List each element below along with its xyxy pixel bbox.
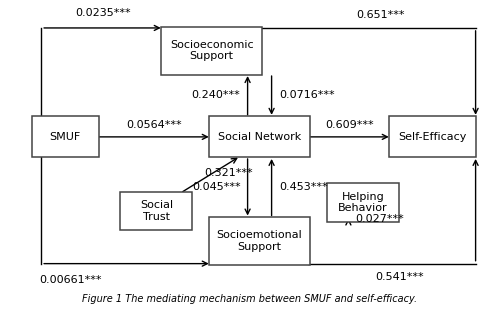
FancyBboxPatch shape — [32, 116, 99, 158]
FancyBboxPatch shape — [209, 116, 310, 158]
Text: 0.00661***: 0.00661*** — [39, 275, 102, 284]
Text: Socioeconomic
Support: Socioeconomic Support — [170, 40, 254, 61]
Text: Figure 1 The mediating mechanism between SMUF and self-efficacy.: Figure 1 The mediating mechanism between… — [82, 295, 417, 305]
Text: SMUF: SMUF — [50, 132, 81, 142]
Text: 0.0564***: 0.0564*** — [126, 120, 182, 130]
Text: 0.027***: 0.027*** — [356, 215, 405, 225]
Text: Self-Efficacy: Self-Efficacy — [398, 132, 466, 142]
Text: 0.045***: 0.045*** — [192, 182, 240, 192]
Text: Social
Trust: Social Trust — [140, 200, 173, 222]
Text: 0.0716***: 0.0716*** — [279, 90, 334, 100]
Text: 0.0235***: 0.0235*** — [75, 9, 130, 18]
Text: 0.240***: 0.240*** — [192, 90, 240, 100]
FancyBboxPatch shape — [161, 26, 262, 75]
FancyBboxPatch shape — [209, 217, 310, 265]
FancyBboxPatch shape — [389, 116, 476, 158]
Text: 0.541***: 0.541*** — [376, 272, 424, 282]
Text: 0.453***: 0.453*** — [279, 182, 328, 192]
FancyBboxPatch shape — [120, 192, 192, 230]
Text: Social Network: Social Network — [218, 132, 301, 142]
Text: 0.651***: 0.651*** — [356, 10, 405, 20]
Text: Socioemotional
Support: Socioemotional Support — [216, 230, 302, 252]
Text: Helping
Behavior: Helping Behavior — [338, 192, 388, 214]
FancyBboxPatch shape — [327, 183, 399, 222]
Text: 0.609***: 0.609*** — [326, 120, 374, 130]
Text: 0.321***: 0.321*** — [204, 168, 253, 178]
